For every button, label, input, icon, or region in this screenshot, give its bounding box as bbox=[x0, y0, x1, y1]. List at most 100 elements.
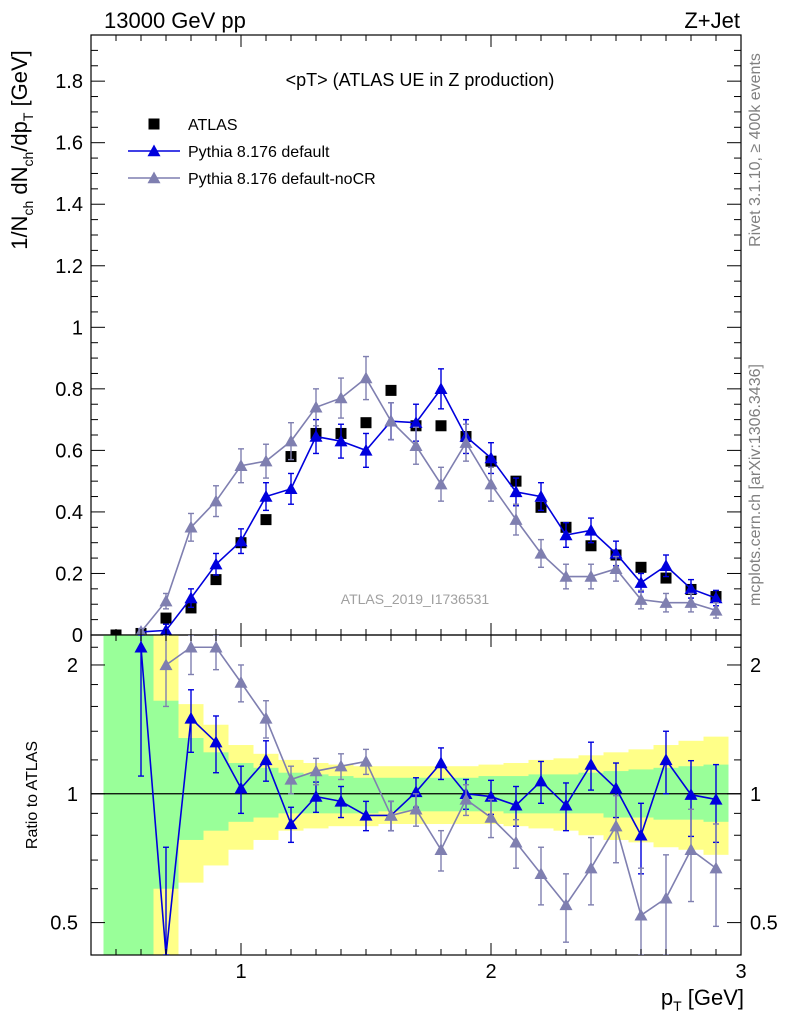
process-label: Z+Jet bbox=[684, 8, 740, 33]
y-tick-label: 0 bbox=[72, 625, 83, 647]
atlas-point bbox=[160, 612, 172, 624]
y-tick-label: 1 bbox=[72, 317, 83, 339]
ratio-pythia-8-176-default-nocr bbox=[159, 635, 723, 955]
ratio-point bbox=[659, 891, 673, 904]
series-point bbox=[484, 451, 498, 464]
series-point bbox=[584, 523, 598, 536]
ratio-point bbox=[284, 817, 298, 830]
ratio-point bbox=[184, 711, 198, 724]
series-point bbox=[509, 513, 523, 525]
ratio-tick-label-left: 2 bbox=[67, 655, 78, 677]
atlas-point bbox=[360, 417, 372, 429]
ratio-point bbox=[334, 794, 348, 807]
legend-entry: ATLAS bbox=[148, 117, 238, 134]
analysis-id: ATLAS_2019_I1736531 bbox=[341, 591, 490, 607]
ratio-point bbox=[184, 640, 198, 653]
legend-triangle-marker bbox=[147, 171, 161, 184]
main-ylabel: 1/Nch dNch/dpT [GeV] bbox=[7, 50, 36, 250]
ratio-point bbox=[459, 792, 473, 805]
rivet-label: Rivet 3.1.10, ≥ 400k events bbox=[747, 53, 764, 247]
ratio-pythia-8-176-default bbox=[134, 635, 723, 955]
series-point bbox=[659, 559, 673, 571]
series-point bbox=[559, 528, 573, 541]
series-point bbox=[409, 416, 423, 428]
ratio-point bbox=[209, 640, 223, 653]
series-point bbox=[359, 371, 373, 384]
green-band-bin bbox=[178, 738, 204, 840]
ratio-point bbox=[359, 808, 373, 821]
series-point bbox=[584, 570, 598, 582]
atlas-point bbox=[635, 561, 647, 573]
series-point bbox=[309, 430, 323, 442]
ratio-point bbox=[609, 781, 623, 794]
legend-label: Pythia 8.176 default bbox=[188, 144, 330, 161]
ratio-point bbox=[434, 843, 448, 855]
ratio-point bbox=[334, 759, 348, 772]
series-pythia-8-176-default-nocr bbox=[135, 355, 723, 635]
ratio-point bbox=[384, 808, 398, 821]
ratio-point bbox=[259, 711, 273, 724]
series-point bbox=[284, 434, 298, 447]
y-tick-label: 1.6 bbox=[55, 133, 83, 155]
series-point bbox=[209, 494, 223, 507]
ratio-point bbox=[209, 735, 223, 748]
ratio-point bbox=[684, 788, 698, 800]
legend-square-marker bbox=[148, 118, 160, 130]
series-point bbox=[659, 596, 673, 608]
ratio-ylabel: Ratio to ATLAS bbox=[24, 741, 41, 849]
ratio-point bbox=[609, 819, 623, 832]
y-tick-label: 1.4 bbox=[55, 194, 83, 216]
ratio-point bbox=[509, 798, 523, 811]
series-point bbox=[434, 382, 448, 395]
legend-label: ATLAS bbox=[188, 117, 238, 134]
series-point bbox=[384, 414, 398, 427]
series-point bbox=[684, 596, 698, 608]
ratio-point bbox=[134, 640, 148, 653]
green-band-bin bbox=[428, 777, 454, 812]
ratio-point bbox=[484, 790, 498, 802]
ratio-point bbox=[684, 843, 698, 855]
series-point bbox=[184, 520, 198, 533]
series-point bbox=[559, 570, 573, 582]
x-tick-label: 1 bbox=[235, 961, 246, 983]
ratio-point bbox=[434, 756, 448, 769]
atlas-point bbox=[435, 420, 447, 432]
x-ticks: 1 2 3 bbox=[90, 35, 747, 983]
series-point bbox=[309, 400, 323, 413]
series-point bbox=[209, 557, 223, 570]
ratio-point bbox=[309, 764, 323, 777]
series-point bbox=[234, 459, 248, 471]
y-tick-label: 0.6 bbox=[55, 440, 83, 462]
chart-title: <pT> (ATLAS UE in Z production) bbox=[286, 70, 555, 90]
series-point bbox=[509, 485, 523, 498]
series-point bbox=[434, 477, 448, 490]
ratio-point bbox=[159, 658, 173, 671]
atlas-point bbox=[660, 572, 672, 584]
y-tick-label: 0.8 bbox=[55, 379, 83, 401]
ratio-point bbox=[259, 753, 273, 766]
svg-text:pT [GeV]: pT [GeV] bbox=[661, 985, 744, 1014]
atlas-point bbox=[260, 514, 272, 526]
series-point bbox=[259, 454, 273, 467]
ratio-point bbox=[559, 898, 573, 911]
series-point bbox=[709, 603, 723, 616]
series-point bbox=[484, 477, 498, 490]
ratio-point bbox=[709, 861, 723, 874]
series-point bbox=[534, 546, 548, 559]
ratio-plot-area bbox=[134, 635, 723, 955]
legend-triangle-marker bbox=[147, 144, 161, 157]
series-point bbox=[284, 482, 298, 495]
atlas-point bbox=[585, 540, 597, 552]
series-point bbox=[609, 562, 623, 575]
ratio-point bbox=[409, 785, 423, 798]
series-point bbox=[634, 576, 648, 588]
ratio-point bbox=[584, 861, 598, 874]
ratio-point bbox=[709, 792, 723, 805]
ratio-point bbox=[309, 790, 323, 802]
svg-text:1/Nch dNch/dpT [GeV]: 1/Nch dNch/dpT [GeV] bbox=[7, 50, 36, 250]
mcplots-label: mcplots.cern.ch [arXiv:1306.3436] bbox=[747, 364, 764, 606]
ratio-tick-label-left: 0.5 bbox=[50, 913, 78, 935]
ratio-point bbox=[509, 835, 523, 848]
series-point bbox=[459, 436, 473, 448]
